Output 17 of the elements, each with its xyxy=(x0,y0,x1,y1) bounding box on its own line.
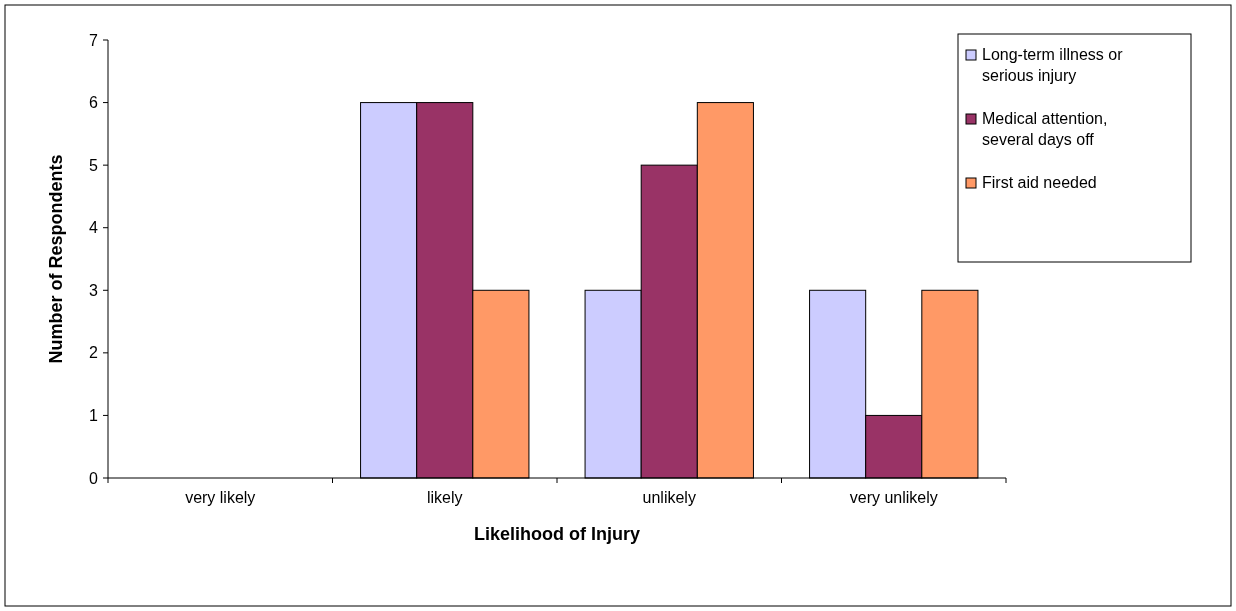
y-tick-label: 4 xyxy=(89,219,99,237)
legend-label: Long-term illness or serious injury xyxy=(982,46,1124,84)
y-tick-label: 7 xyxy=(89,31,99,49)
x-tick-label: very unlikely xyxy=(849,489,938,506)
x-tick-label: unlikely xyxy=(642,489,696,506)
y-axis-title: Number of Respondents xyxy=(46,154,66,364)
y-tick-label: 2 xyxy=(89,344,99,362)
y-tick-label: 6 xyxy=(89,94,99,112)
x-axis-title: Likelihood of Injury xyxy=(474,524,640,544)
y-tick-label: 5 xyxy=(89,156,99,174)
legend-label: First aid needed xyxy=(982,174,1097,191)
y-tick-label: 0 xyxy=(89,469,99,487)
x-tick-label: very likely xyxy=(185,489,256,506)
legend-label: Medical attention, several days off xyxy=(982,110,1108,148)
y-tick-label: 1 xyxy=(89,407,99,425)
x-tick-label: likely xyxy=(426,489,463,506)
y-tick-label: 3 xyxy=(89,281,99,299)
